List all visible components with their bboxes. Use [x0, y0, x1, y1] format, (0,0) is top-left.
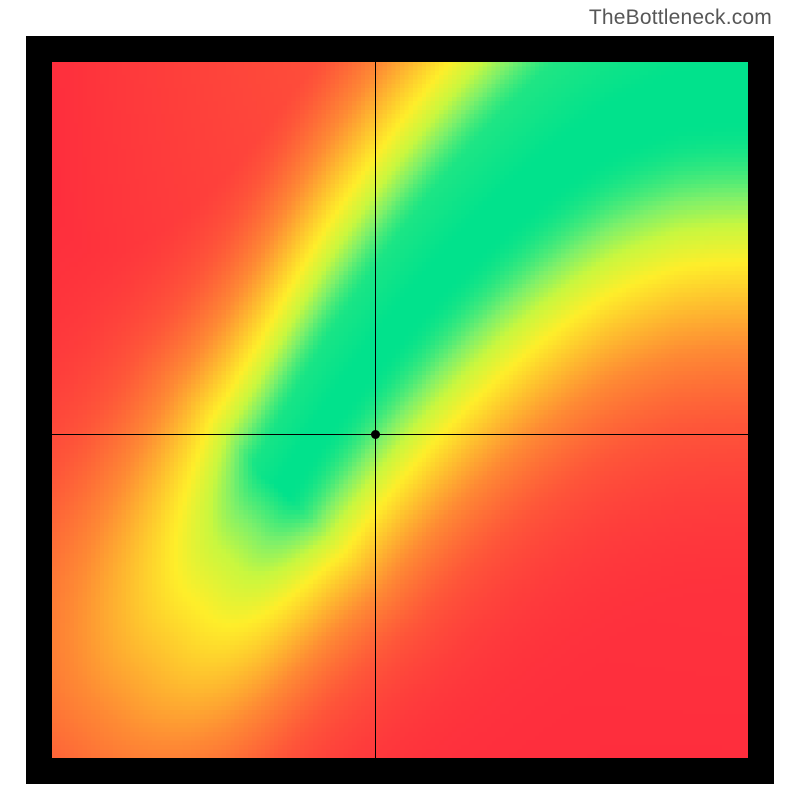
watermark-text: TheBottleneck.com [589, 6, 772, 30]
root-container: TheBottleneck.com [0, 0, 800, 800]
crosshair-horizontal [52, 434, 748, 435]
bottleneck-heatmap [52, 62, 748, 758]
crosshair-vertical [375, 62, 376, 758]
crosshair-marker-dot [371, 430, 380, 439]
